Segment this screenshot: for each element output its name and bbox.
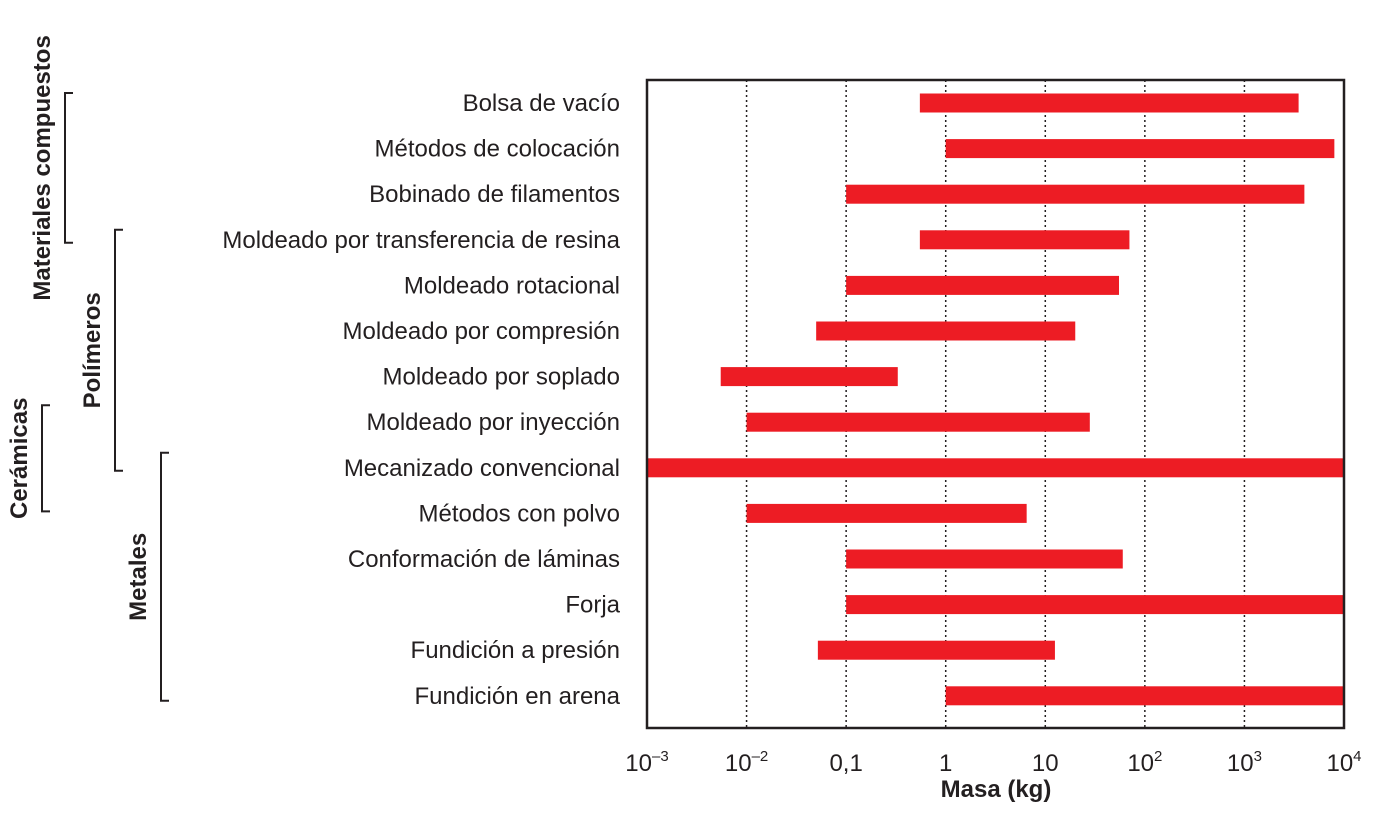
x-tick-label: 10–2 — [725, 748, 768, 777]
group-label: Materiales compuestos — [29, 35, 56, 300]
bar — [817, 640, 1055, 660]
group-bracket — [64, 92, 73, 244]
category-label: Bobinado de filamentos — [369, 181, 620, 208]
group-label: Cerámicas — [6, 398, 33, 519]
bar — [846, 184, 1305, 204]
group-bracket — [114, 228, 123, 472]
bar — [945, 139, 1335, 159]
bar — [919, 230, 1130, 250]
group-bracket — [41, 404, 50, 513]
x-tick-label: 10 — [1032, 750, 1059, 777]
group-bracket — [160, 451, 169, 702]
bar — [846, 595, 1344, 615]
x-tick-label: 103 — [1227, 748, 1262, 777]
category-label: Forja — [565, 592, 620, 619]
category-label: Fundición a presión — [411, 637, 620, 664]
category-label: Bolsa de vacío — [463, 90, 620, 117]
category-label: Moldeado por soplado — [382, 364, 620, 391]
category-label: Moldeado rotacional — [404, 272, 620, 299]
bars — [647, 93, 1344, 706]
x-tick-label: 102 — [1127, 748, 1162, 777]
category-label: Moldeado por inyección — [367, 409, 621, 436]
bar — [846, 549, 1123, 569]
category-label: Conformación de láminas — [348, 546, 620, 573]
x-tick-labels: 10–3 10–2 0,1 1 10 102 103 104 — [625, 748, 1361, 777]
plot-frame — [645, 78, 1346, 730]
category-label: Métodos con polvo — [419, 500, 620, 527]
bar — [919, 93, 1299, 113]
bar — [746, 503, 1027, 523]
category-label: Fundición en arena — [415, 683, 621, 710]
x-tick-label: 1 — [939, 750, 952, 777]
category-label: Métodos de colocación — [375, 136, 620, 163]
bar — [945, 686, 1344, 706]
bar — [746, 412, 1090, 432]
bar — [816, 321, 1076, 341]
category-label: Mecanizado convencional — [344, 455, 620, 482]
x-axis-title: Masa (kg) — [941, 776, 1052, 803]
x-tick-label: 0,1 — [829, 750, 862, 777]
x-tick-label: 10–3 — [625, 748, 668, 777]
x-tick-label: 104 — [1326, 748, 1361, 777]
bar — [720, 367, 898, 387]
group-label: Polímeros — [79, 292, 106, 408]
category-label: Moldeado por transferencia de resina — [222, 227, 620, 254]
category-label: Moldeado por compresión — [343, 318, 621, 345]
bar — [647, 458, 1344, 478]
category-labels: Bolsa de vacío Métodos de colocación Bobin… — [222, 90, 620, 710]
bar — [846, 275, 1120, 295]
grid-lines — [745, 80, 1246, 728]
group-label: Metales — [125, 533, 152, 621]
group-brackets: Materiales compuestos Polímeros Cerámicas M… — [6, 35, 169, 702]
